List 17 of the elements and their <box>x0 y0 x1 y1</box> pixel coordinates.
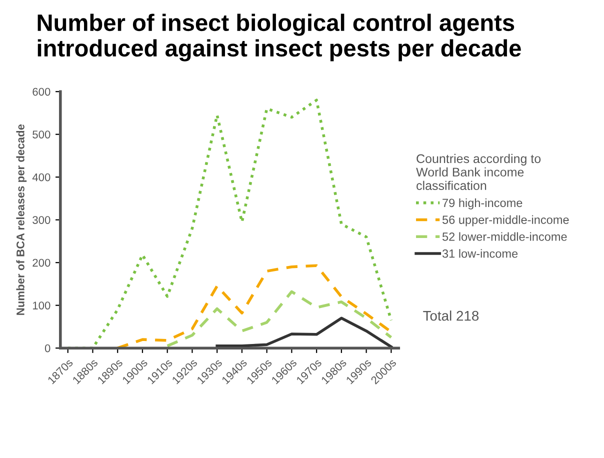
legend-label: 79 high-income <box>442 198 522 210</box>
legend-label: 56 upper-middle-income <box>442 215 569 226</box>
chart-title: Number of insect biological control agents introduced against insect pests per decade <box>38 14 521 62</box>
legend-label: 52 lower-middle-income <box>442 232 567 241</box>
y-axis-title: Number of BCA releases per decade <box>16 124 27 315</box>
y-tick-label: 400 <box>32 173 50 182</box>
y-tick-label: 0 <box>44 344 50 352</box>
y-tick-label: 300 <box>32 216 50 224</box>
y-tick-label: 600 <box>32 88 50 96</box>
y-tick-label: 500 <box>32 130 50 138</box>
legend-label: 31 low-income <box>442 249 518 258</box>
legend-title: Countries according to World Bank income classification <box>416 154 541 190</box>
y-tick-label: 100 <box>32 302 50 310</box>
line-series <box>166 290 393 348</box>
line-series <box>216 316 393 348</box>
text: Total 218 <box>423 310 479 321</box>
y-tick-label: 200 <box>32 258 50 267</box>
